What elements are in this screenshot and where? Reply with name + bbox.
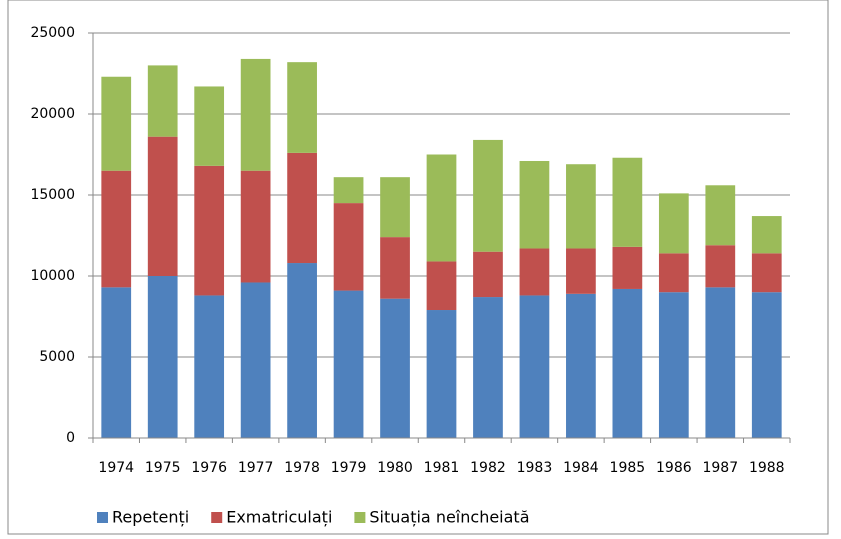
bar-segment xyxy=(751,292,782,438)
bar-segment xyxy=(287,62,317,153)
bar-segment xyxy=(380,177,410,238)
x-tick-label: 1982 xyxy=(470,460,506,476)
bar-segment xyxy=(147,65,178,137)
bar-segment xyxy=(101,170,132,288)
bar-segment xyxy=(473,251,503,298)
legend-swatch xyxy=(211,512,223,523)
bar-segment xyxy=(426,154,457,262)
bar-segment xyxy=(566,164,596,249)
y-tick-label: 10000 xyxy=(30,268,75,284)
legend-swatch xyxy=(354,512,366,523)
bar-segment xyxy=(658,193,689,254)
bar-segment xyxy=(194,86,225,166)
legend-label: Repetenți xyxy=(112,508,189,527)
bar-segment xyxy=(287,263,317,438)
bar-segment xyxy=(705,185,736,246)
bar-segment xyxy=(287,152,317,264)
bar-segment xyxy=(380,298,410,438)
bar-segment xyxy=(519,248,550,296)
bar-segment xyxy=(473,297,503,438)
y-tick-label: 5000 xyxy=(39,349,75,365)
x-tick-label: 1987 xyxy=(702,460,738,476)
bar-segment xyxy=(147,276,178,438)
bar-segment xyxy=(751,216,782,254)
bar-segment xyxy=(705,287,736,438)
bar-segment xyxy=(147,136,178,276)
bar-segment xyxy=(658,292,689,438)
x-tick-label: 1981 xyxy=(424,460,460,476)
bar-segment xyxy=(519,160,550,249)
bar-segment xyxy=(612,246,643,289)
bar-segment xyxy=(658,253,689,293)
chart-frame xyxy=(7,0,829,535)
bar-segment xyxy=(473,139,503,252)
bar-segment xyxy=(101,287,132,438)
x-tick-label: 1983 xyxy=(517,460,553,476)
x-tick-label: 1986 xyxy=(656,460,692,476)
bar-segment xyxy=(194,165,225,296)
x-tick-label: 1974 xyxy=(98,460,134,476)
bar-segment xyxy=(566,293,596,438)
bar-segment xyxy=(333,290,364,438)
x-tick-label: 1977 xyxy=(238,460,274,476)
bar-segment xyxy=(612,157,643,247)
bar-segment xyxy=(426,261,457,311)
bar-segment xyxy=(519,295,550,438)
legend-swatch xyxy=(97,512,108,523)
bar-segment xyxy=(240,282,271,438)
y-tick-label: 25000 xyxy=(30,25,75,41)
x-tick-label: 1988 xyxy=(749,460,785,476)
bar-segment xyxy=(101,76,132,171)
x-tick-label: 1980 xyxy=(377,460,413,476)
bar-segment xyxy=(751,253,782,293)
legend-label: Exmatriculați xyxy=(226,508,332,527)
y-tick-label: 20000 xyxy=(30,106,75,122)
bar-segment xyxy=(240,58,271,171)
bar-segment xyxy=(333,203,364,291)
bar-segment xyxy=(333,177,364,204)
bar-segment xyxy=(426,310,457,438)
bar-segment xyxy=(194,295,225,438)
x-tick-label: 1979 xyxy=(331,460,367,476)
bar-segment xyxy=(612,288,643,438)
x-tick-label: 1975 xyxy=(145,460,181,476)
legend-label: Situația neîncheiată xyxy=(369,508,529,527)
x-tick-label: 1985 xyxy=(610,460,646,476)
bar-segment xyxy=(705,245,736,288)
x-tick-label: 1976 xyxy=(191,460,227,476)
bar-segment xyxy=(240,170,271,283)
bar-segment xyxy=(566,248,596,294)
x-tick-label: 1984 xyxy=(563,460,599,476)
bar-segment xyxy=(380,237,410,299)
x-tick-label: 1978 xyxy=(284,460,320,476)
y-tick-label: 15000 xyxy=(30,187,75,203)
y-tick-label: 0 xyxy=(66,430,75,446)
